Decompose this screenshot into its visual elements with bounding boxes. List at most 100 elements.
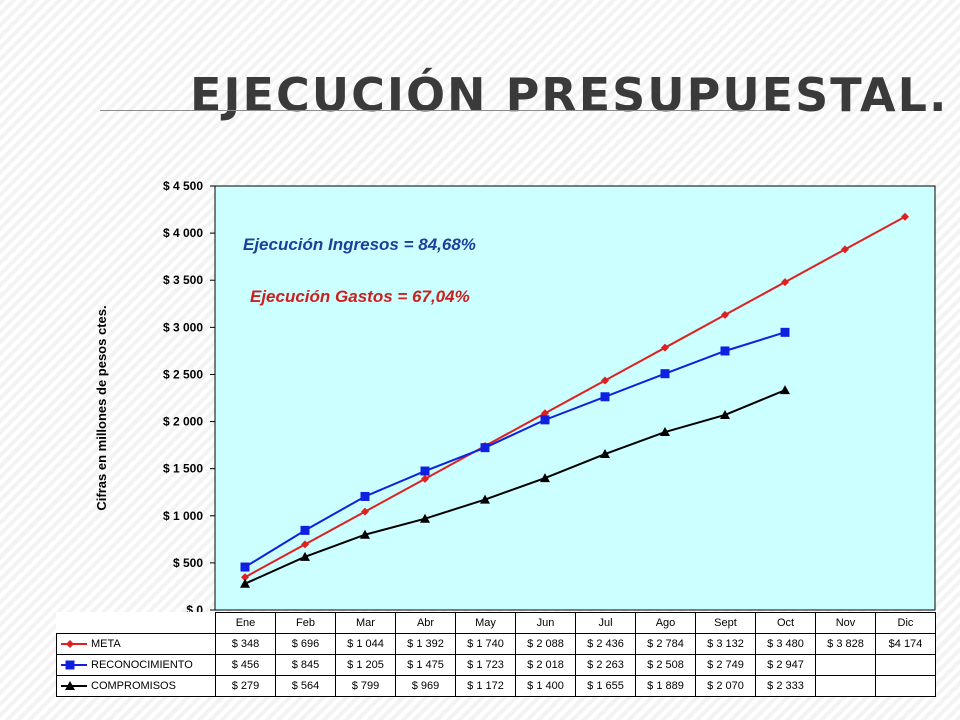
data-label: $ 2 018 <box>515 654 576 676</box>
legend-marker <box>65 681 75 691</box>
compromisos-point <box>240 578 250 588</box>
data-label: $ 1 044 <box>335 633 396 655</box>
legend-key-square-icon <box>61 660 87 670</box>
data-label: $ 2 947 <box>755 654 816 676</box>
reconocimiento-point <box>660 369 670 379</box>
meta-point <box>301 540 309 549</box>
legend-series-name: META <box>91 637 121 650</box>
x-category-label: Abr <box>395 612 456 634</box>
meta-point <box>601 376 609 385</box>
meta-point <box>241 573 249 582</box>
data-label: $ 279 <box>215 675 276 697</box>
data-label: $ 3 828 <box>815 633 876 655</box>
y-tick-label: $ 3 500 <box>163 273 203 287</box>
legend-series-name: RECONOCIMIENTO <box>91 658 193 671</box>
table-row: META $ 348 $ 696 $ 1 044 $ 1 392 $ 1 740 $ 2 0… <box>56 633 936 655</box>
x-category-label: Jul <box>575 612 636 634</box>
meta-point <box>901 212 909 221</box>
data-label: $ 1 889 <box>635 675 696 697</box>
reconocimiento-point <box>600 392 610 402</box>
y-tick-label: $ 1 000 <box>163 509 203 523</box>
expense-execution-annotation: Ejecución Gastos = 67,04% <box>250 287 470 306</box>
x-category-label: Jun <box>515 612 576 634</box>
legend-marker <box>65 660 75 670</box>
x-category-label: Ene <box>215 612 276 634</box>
legend-series-name: COMPROMISOS <box>91 679 176 692</box>
y-tick-label: $ 1 500 <box>163 462 203 476</box>
income-execution-annotation: Ejecución Ingresos = 84,68% <box>243 235 476 254</box>
data-label: $ 1 400 <box>515 675 576 697</box>
x-category-label: Sept <box>695 612 756 634</box>
data-label: $ 3 132 <box>695 633 756 655</box>
data-label: $ 1 172 <box>455 675 516 697</box>
meta-point <box>781 278 789 287</box>
meta-point <box>421 474 429 483</box>
y-tick-label: $ 500 <box>173 556 203 570</box>
y-tick-label: $ 4 500 <box>163 179 203 193</box>
compromisos-point <box>780 385 790 395</box>
compromisos-point <box>720 409 730 419</box>
compromisos-point <box>360 529 370 539</box>
data-label: $ 2 749 <box>695 654 756 676</box>
x-category-label: May <box>455 612 516 634</box>
compromisos-line <box>244 389 786 585</box>
data-label: $ 1 723 <box>455 654 516 676</box>
data-label: $ 1 392 <box>395 633 456 655</box>
reconocimiento-point <box>540 415 550 425</box>
x-category-label: Nov <box>815 612 876 634</box>
reconocimiento-point <box>240 562 250 572</box>
data-label <box>875 654 936 676</box>
data-label: $ 348 <box>215 633 276 655</box>
reconocimiento-line <box>244 331 786 568</box>
y-tick-label: $ 3 000 <box>163 320 203 334</box>
compromisos-point <box>600 449 610 459</box>
legend-marker <box>66 640 74 649</box>
data-label: $ 799 <box>335 675 396 697</box>
data-label: $ 2 508 <box>635 654 696 676</box>
series-reconocimiento <box>240 327 790 572</box>
reconocimiento-point <box>780 327 790 337</box>
legend-key-triangle-icon <box>61 681 87 691</box>
chart-data-table: Ene Feb Mar Abr May Jun Jul Ago Sept Oct Nov Dic MET… <box>56 612 936 697</box>
y-axis: $ 0$ 500$ 1 000$ 1 500$ 2 000$ 2 500$ 3 … <box>163 179 215 617</box>
data-label: $ 2 436 <box>575 633 636 655</box>
data-label: $ 3 480 <box>755 633 816 655</box>
reconocimiento-point <box>360 491 370 501</box>
reconocimiento-point <box>480 443 490 453</box>
meta-line <box>244 215 906 579</box>
data-label <box>815 654 876 676</box>
data-label: $ 1 655 <box>575 675 636 697</box>
data-label: $ 564 <box>275 675 336 697</box>
y-tick-label: $ 2 000 <box>163 415 203 429</box>
data-label: $ 1 740 <box>455 633 516 655</box>
data-label: $ 456 <box>215 654 276 676</box>
meta-point <box>541 409 549 418</box>
table-header-row: Ene Feb Mar Abr May Jun Jul Ago Sept Oct Nov Dic <box>56 612 936 634</box>
data-label: $4 174 <box>875 633 936 655</box>
reconocimiento-point <box>420 466 430 476</box>
compromisos-point <box>540 473 550 483</box>
x-category-label: Dic <box>875 612 936 634</box>
data-label: $ 696 <box>275 633 336 655</box>
x-category-label: Oct <box>755 612 816 634</box>
legend-key-diamond-icon <box>61 640 87 649</box>
data-label: $ 1 475 <box>395 654 456 676</box>
meta-point <box>661 343 669 352</box>
data-label: $ 2 088 <box>515 633 576 655</box>
y-axis-label: Cifras en millones de pesos ctes. <box>94 305 109 510</box>
meta-point <box>841 245 849 254</box>
data-label: $ 2 263 <box>575 654 636 676</box>
reconocimiento-point <box>720 346 730 356</box>
table-corner <box>56 612 216 634</box>
reconocimiento-point <box>300 525 310 535</box>
compromisos-point <box>660 427 670 437</box>
y-tick-label: $ 4 000 <box>163 226 203 240</box>
legend-entry: COMPROMISOS <box>56 675 216 697</box>
data-label: $ 2 333 <box>755 675 816 697</box>
page-title: Ejecución presupuestal. <box>190 68 949 122</box>
data-label: $ 2 784 <box>635 633 696 655</box>
data-label: $ 969 <box>395 675 456 697</box>
series-compromisos <box>240 385 790 588</box>
data-label <box>815 675 876 697</box>
